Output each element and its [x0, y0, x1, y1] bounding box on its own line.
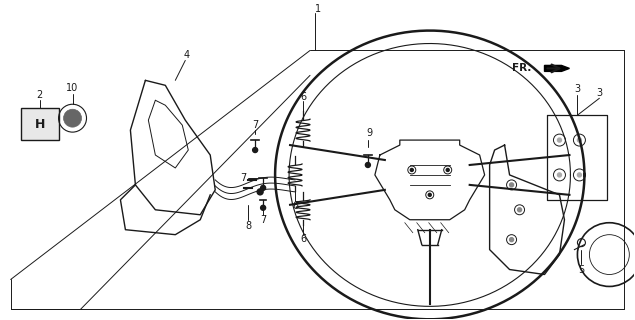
- Text: 6: 6: [300, 92, 306, 102]
- Text: 1: 1: [315, 4, 321, 14]
- Text: 5: 5: [578, 265, 585, 275]
- Circle shape: [260, 185, 265, 190]
- Circle shape: [558, 173, 561, 177]
- Text: 9: 9: [367, 128, 373, 138]
- Text: 4: 4: [184, 51, 189, 60]
- Text: 7: 7: [260, 215, 266, 225]
- Text: H: H: [34, 118, 45, 131]
- Circle shape: [558, 138, 561, 142]
- Text: 3: 3: [575, 84, 580, 94]
- Text: 7: 7: [252, 120, 258, 130]
- Circle shape: [365, 163, 370, 167]
- Circle shape: [577, 173, 582, 177]
- Circle shape: [509, 238, 514, 242]
- Circle shape: [260, 205, 265, 210]
- Bar: [21, 108, 58, 140]
- Text: 7: 7: [240, 173, 246, 183]
- Circle shape: [410, 168, 413, 172]
- Text: 8: 8: [245, 221, 251, 231]
- Circle shape: [518, 208, 521, 212]
- Circle shape: [428, 193, 431, 196]
- Polygon shape: [544, 65, 570, 71]
- Text: 10: 10: [67, 83, 79, 93]
- Circle shape: [446, 168, 449, 172]
- Text: 6: 6: [300, 234, 306, 244]
- Text: FR.: FR.: [512, 63, 531, 73]
- Circle shape: [509, 183, 514, 187]
- Text: 6: 6: [292, 201, 298, 211]
- Text: 3: 3: [596, 88, 603, 98]
- Circle shape: [577, 138, 582, 142]
- Circle shape: [253, 148, 258, 153]
- Text: 2: 2: [36, 90, 43, 100]
- Circle shape: [64, 109, 81, 127]
- Circle shape: [257, 189, 263, 195]
